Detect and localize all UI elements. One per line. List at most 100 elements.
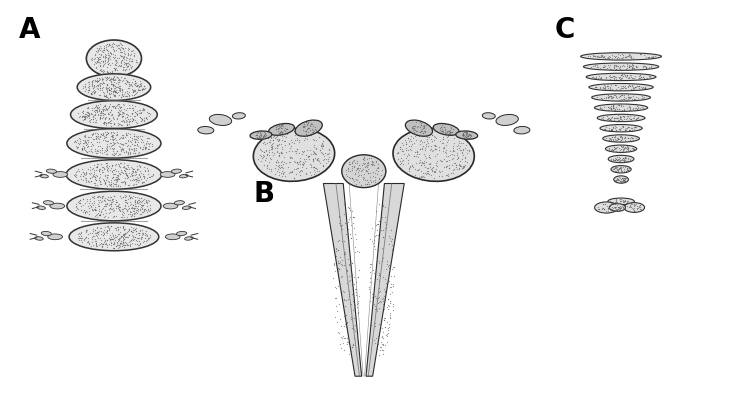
Point: [361, 160, 373, 167]
Point: [107, 148, 118, 155]
Point: [137, 87, 148, 93]
Point: [88, 233, 100, 240]
Point: [279, 154, 290, 160]
Point: [301, 134, 313, 140]
Point: [459, 155, 471, 162]
Point: [408, 126, 420, 132]
Point: [114, 240, 126, 247]
Point: [415, 174, 427, 181]
Point: [367, 162, 379, 168]
Point: [95, 88, 107, 94]
Point: [99, 180, 111, 187]
Point: [104, 62, 115, 69]
Point: [126, 233, 137, 239]
Point: [134, 199, 146, 206]
Point: [351, 248, 363, 254]
Point: [351, 166, 362, 173]
Point: [82, 240, 94, 246]
Point: [98, 58, 110, 64]
Point: [423, 131, 435, 137]
Point: [413, 166, 425, 173]
Point: [606, 94, 618, 101]
Point: [133, 149, 145, 155]
Point: [114, 204, 126, 211]
Point: [617, 74, 629, 80]
Point: [310, 146, 322, 153]
Point: [415, 128, 427, 135]
Point: [631, 136, 642, 142]
Point: [78, 113, 90, 120]
Point: [423, 166, 434, 172]
Point: [103, 42, 115, 49]
Point: [107, 55, 119, 61]
Point: [409, 150, 421, 156]
Point: [95, 67, 107, 74]
Point: [98, 232, 110, 238]
Point: [370, 178, 381, 184]
Point: [370, 171, 381, 177]
Point: [383, 327, 395, 333]
Point: [104, 167, 116, 174]
Point: [621, 73, 633, 80]
Point: [107, 209, 119, 215]
Point: [129, 109, 140, 116]
Point: [82, 106, 93, 112]
Point: [632, 84, 644, 90]
Point: [97, 113, 109, 119]
Point: [289, 129, 301, 135]
Point: [135, 195, 146, 201]
Point: [107, 80, 119, 86]
Point: [603, 146, 615, 153]
Point: [108, 47, 120, 54]
Point: [301, 153, 313, 160]
Point: [110, 227, 122, 234]
Point: [608, 73, 620, 80]
Point: [98, 69, 110, 75]
Ellipse shape: [592, 94, 650, 102]
Point: [437, 136, 449, 142]
Point: [442, 135, 453, 142]
Point: [117, 66, 129, 73]
Point: [126, 49, 138, 55]
Point: [122, 164, 134, 171]
Point: [339, 296, 351, 303]
Point: [605, 103, 617, 110]
Point: [357, 174, 369, 181]
Point: [591, 65, 603, 72]
Point: [97, 70, 109, 76]
Point: [92, 103, 104, 109]
Point: [362, 180, 373, 186]
Point: [135, 211, 147, 218]
Point: [608, 92, 620, 99]
Point: [261, 152, 273, 159]
Point: [368, 301, 379, 307]
Point: [103, 226, 115, 232]
Point: [616, 156, 628, 163]
Point: [587, 54, 599, 60]
Point: [624, 53, 636, 60]
Point: [98, 103, 110, 110]
Point: [104, 88, 116, 94]
Point: [128, 88, 140, 94]
Point: [99, 179, 111, 186]
Point: [93, 46, 104, 52]
Point: [620, 154, 631, 161]
Point: [613, 107, 625, 113]
Point: [415, 130, 426, 136]
Point: [617, 200, 629, 206]
Point: [103, 235, 115, 241]
Point: [330, 254, 342, 260]
Point: [113, 245, 125, 251]
Point: [113, 43, 125, 49]
Point: [371, 171, 383, 178]
Point: [629, 106, 641, 112]
Point: [80, 228, 92, 234]
Point: [643, 54, 655, 61]
Text: C: C: [555, 16, 576, 44]
Point: [260, 148, 272, 154]
Point: [250, 133, 262, 139]
Point: [304, 125, 315, 132]
Point: [606, 156, 618, 162]
Point: [118, 59, 130, 66]
Point: [308, 165, 320, 171]
